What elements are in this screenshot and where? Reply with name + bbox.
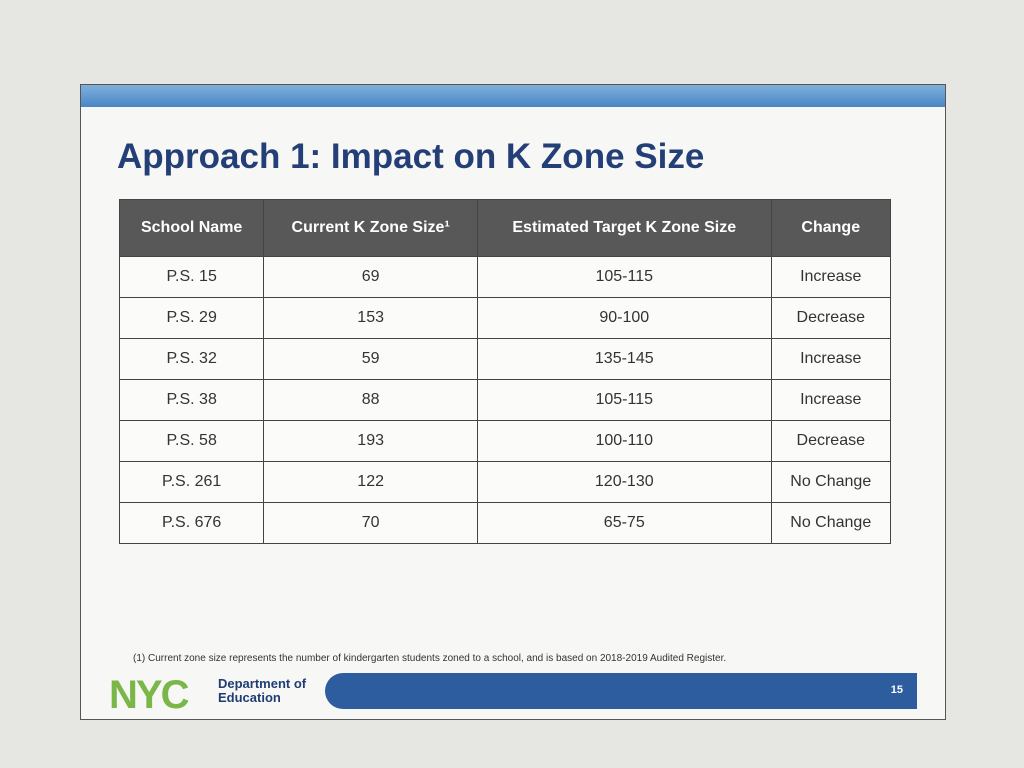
logo: NYC	[109, 673, 189, 717]
table-cell: Decrease	[770, 420, 892, 462]
column-header: Estimated Target K Zone Size	[476, 199, 772, 257]
zone-table: School Name Current K Zone Size¹ Estimated…	[118, 199, 892, 544]
table-row: P.S. 58 193 100-110 Decrease	[118, 420, 892, 462]
slide-title: Approach 1: Impact on K Zone Size	[117, 137, 705, 176]
table-cell: P.S. 29	[118, 297, 265, 339]
table-row: P.S. 38 88 105-115 Increase	[118, 379, 892, 421]
table-cell: 90-100	[476, 297, 772, 339]
table-cell: 135-145	[476, 338, 772, 380]
table-cell: Increase	[770, 379, 892, 421]
table-row: P.S. 32 59 135-145 Increase	[118, 338, 892, 380]
table-cell: 88	[263, 379, 478, 421]
table-cell: Increase	[770, 338, 892, 380]
table-row: P.S. 29 153 90-100 Decrease	[118, 297, 892, 339]
table-cell: P.S. 15	[118, 256, 265, 298]
table-cell: Decrease	[770, 297, 892, 339]
header-row: School Name Current K Zone Size¹ Estimated…	[118, 199, 892, 257]
table-cell: 59	[263, 338, 478, 380]
table-row: P.S. 676 70 65-75 No Change	[118, 502, 892, 544]
table-body: P.S. 15 69 105-115 Increase P.S. 29 153 90-100…	[118, 256, 892, 544]
table-cell: 122	[263, 461, 478, 503]
table-cell: 69	[263, 256, 478, 298]
column-header: Current K Zone Size¹	[263, 199, 478, 257]
page-number: 15	[890, 684, 903, 696]
top-bar	[81, 85, 945, 107]
bottom-bar: 15	[325, 673, 917, 709]
table-cell: 193	[263, 420, 478, 462]
table-cell: P.S. 58	[118, 420, 265, 462]
table-cell: P.S. 261	[118, 461, 265, 503]
table-cell: Increase	[770, 256, 892, 298]
department-line: Department of	[218, 676, 307, 691]
table-cell: 153	[263, 297, 478, 339]
table-cell: No Change	[770, 502, 892, 544]
table-cell: 65-75	[476, 502, 772, 544]
table-head: School Name Current K Zone Size¹ Estimated…	[118, 199, 892, 257]
table-cell: No Change	[770, 461, 892, 503]
table-row: P.S. 15 69 105-115 Increase	[118, 256, 892, 298]
column-header: Change	[770, 199, 892, 257]
department-line: Education	[218, 690, 281, 705]
footnote: (1) Current zone size represents the num…	[133, 653, 727, 664]
table-cell: 100-110	[476, 420, 772, 462]
table-cell: P.S. 32	[118, 338, 265, 380]
column-header: School Name	[118, 199, 265, 257]
slide: Approach 1: Impact on K Zone Size School…	[80, 84, 946, 720]
table-row: P.S. 261 122 120-130 No Change	[118, 461, 892, 503]
table-cell: 105-115	[476, 256, 772, 298]
table-cell: 120-130	[476, 461, 772, 503]
department-name: Department of Education	[218, 677, 306, 705]
table-cell: 105-115	[476, 379, 772, 421]
table-cell: 70	[263, 502, 478, 544]
table-cell: P.S. 676	[118, 502, 265, 544]
table-cell: P.S. 38	[118, 379, 265, 421]
